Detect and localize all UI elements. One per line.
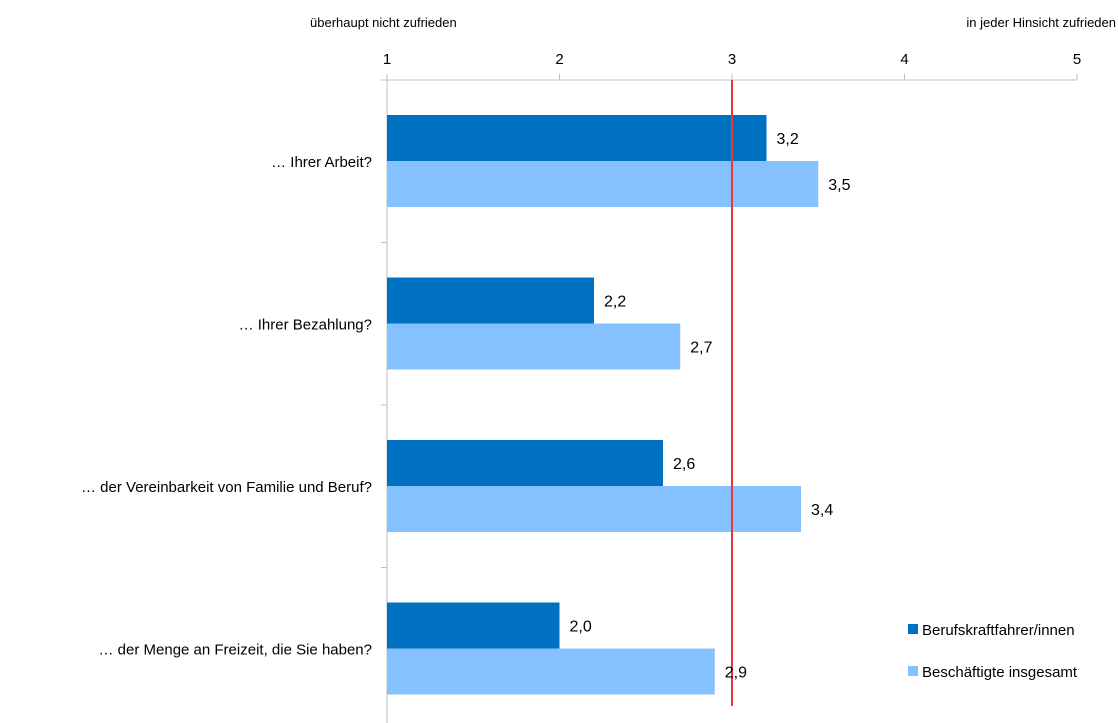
data-label: 2,0 xyxy=(570,619,592,636)
category-labels: … Ihrer Arbeit? … Ihrer Bezahlung? … der V… xyxy=(81,154,372,659)
x-tick-label: 5 xyxy=(1073,51,1081,68)
legend-swatch xyxy=(908,624,918,634)
x-tick-label: 3 xyxy=(728,51,736,68)
bar xyxy=(387,161,819,207)
data-label: 3,5 xyxy=(828,177,850,194)
category-label: … der Vereinbarkeit von Familie und Beru… xyxy=(81,479,372,496)
bar xyxy=(387,440,663,486)
bar xyxy=(387,323,681,370)
bars-group xyxy=(387,115,819,695)
bar xyxy=(387,486,801,532)
data-label: 2,7 xyxy=(690,340,712,357)
data-label: 2,6 xyxy=(673,456,695,473)
bar xyxy=(387,648,715,695)
category-label: … Ihrer Arbeit? xyxy=(271,154,372,171)
x-tick-label: 1 xyxy=(383,51,391,68)
data-label: 2,2 xyxy=(604,294,626,311)
x-tick-label: 2 xyxy=(555,51,563,68)
bar xyxy=(387,602,560,649)
category-label: … der Menge an Freizeit, die Sie haben? xyxy=(99,642,373,659)
legend-swatch xyxy=(908,666,918,676)
scale-right-label: in jeder Hinsicht zufrieden xyxy=(966,15,1116,30)
legend-label: Berufskraftfahrer/innen xyxy=(922,622,1075,639)
data-label: 3,2 xyxy=(777,131,799,148)
category-label: … Ihrer Bezahlung? xyxy=(239,317,372,334)
data-labels: 3,2 3,5 2,2 2,7 2,6 3,4 2,0 2,9 xyxy=(570,131,851,682)
legend: Berufskraftfahrer/innen Beschäftigte insg… xyxy=(908,622,1078,681)
bar xyxy=(387,115,767,161)
x-tick-label: 4 xyxy=(900,51,908,68)
scale-left-label: überhaupt nicht zufrieden xyxy=(310,15,457,30)
data-label: 2,9 xyxy=(725,665,747,682)
legend-label: Beschäftigte insgesamt xyxy=(922,664,1078,681)
bar xyxy=(387,277,594,324)
data-label: 3,4 xyxy=(811,502,833,519)
x-axis-ticks: 1 2 3 4 5 xyxy=(383,51,1081,68)
